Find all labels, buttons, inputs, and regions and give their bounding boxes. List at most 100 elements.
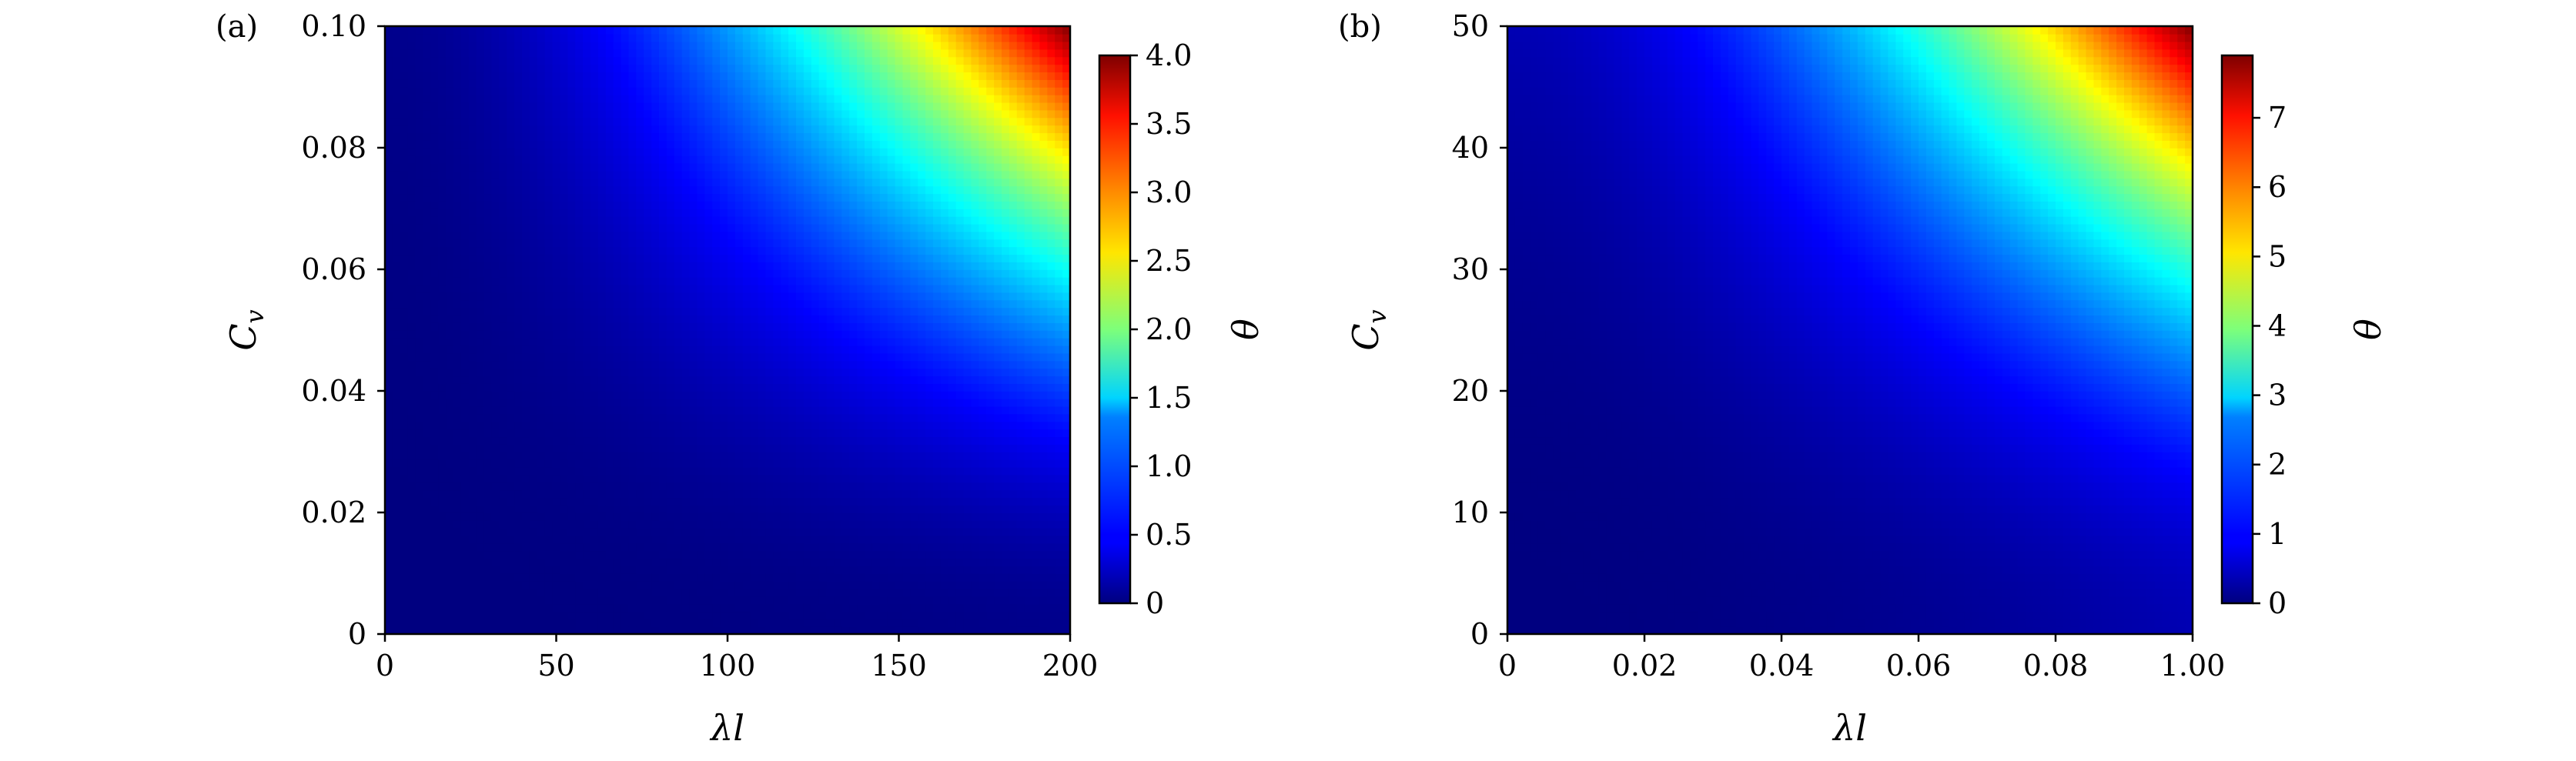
heatmap-cell [415,466,424,476]
heatmap-cell [818,345,828,354]
heatmap-cell [659,132,667,141]
heatmap-cell [400,231,409,240]
heatmap-cell [621,588,630,597]
heatmap-cell [841,148,851,156]
heatmap-cell [522,436,530,445]
heatmap-cell [400,603,409,612]
heatmap-cell [644,209,652,217]
heatmap-cell [720,466,728,476]
heatmap-cell [628,497,637,506]
heatmap-cell [728,497,736,506]
heatmap-cell [514,254,523,262]
heatmap-cell [514,436,523,445]
heatmap-cell [446,140,454,149]
heatmap-cell [544,292,554,301]
heatmap-cell [818,580,828,589]
heatmap-cell [621,505,630,513]
heatmap-cell [796,231,805,240]
heatmap-cell [818,512,828,521]
heatmap-cell [453,474,462,483]
heatmap-cell [712,375,721,384]
heatmap-cell [529,444,538,452]
heatmap-cell [415,72,424,80]
heatmap-cell [567,307,577,316]
heatmap-cell [514,26,523,35]
heatmap-cell [826,269,835,278]
heatmap-cell [583,307,591,316]
heatmap-cell [522,474,530,483]
heatmap-cell [597,178,607,187]
heatmap-cell [605,352,614,362]
heatmap-cell [857,459,865,468]
heatmap-cell [728,193,736,202]
heatmap-cell [773,193,782,202]
heatmap-cell [773,383,782,392]
heatmap-cell [781,269,789,278]
heatmap-cell [720,178,728,187]
heatmap-cell [468,542,477,552]
heatmap-cell [522,102,530,111]
heatmap-cell [636,299,645,309]
heatmap-cell [552,519,561,529]
heatmap-cell [666,307,675,316]
heatmap-cell [704,215,714,225]
heatmap-cell [491,162,500,172]
heatmap-cell [567,383,577,392]
heatmap-cell [796,185,805,195]
heatmap-cell [628,413,637,422]
heatmap-cell [468,125,477,134]
heatmap-cell [734,79,744,88]
heatmap-cell [712,352,721,362]
heatmap-cell [841,352,851,362]
heatmap-cell [415,352,424,362]
heatmap-cell [583,262,591,270]
heatmap-cell [537,254,546,262]
heatmap-cell [537,345,546,354]
heatmap-cell [720,619,728,627]
heatmap-cell [438,125,447,134]
heatmap-cell [446,527,454,536]
heatmap-cell [537,269,546,278]
heatmap-cell [560,239,569,248]
heatmap-cell [651,444,660,452]
heatmap-cell [704,588,714,597]
heatmap-cell [826,535,835,544]
heatmap-cell [537,421,546,430]
heatmap-cell [392,246,401,255]
heatmap-cell [446,429,454,438]
heatmap-cell [765,337,774,346]
heatmap-cell [544,580,554,589]
heatmap-cell [613,611,622,620]
heatmap-cell [834,580,843,589]
heatmap-cell [590,497,599,506]
heatmap-cell [674,383,683,392]
heatmap-cell [674,102,683,111]
heatmap-cell [430,140,440,149]
heatmap-cell [734,87,744,95]
heatmap-cell [575,398,584,407]
heatmap-cell [613,505,622,513]
heatmap-cell [605,79,614,88]
heatmap-cell [385,79,393,88]
heatmap-cell [507,345,515,354]
heatmap-cell [415,558,424,566]
heatmap-cell [537,482,546,491]
heatmap-cell [818,368,828,377]
heatmap-cell [659,527,667,536]
heatmap-cell [597,79,607,88]
heatmap-cell [742,474,751,483]
heatmap-cell [499,330,508,339]
heatmap-cell [507,246,515,255]
heatmap-cell [849,33,858,42]
heatmap-cell [575,619,584,627]
heatmap-cell [491,429,500,438]
heatmap-cell [841,102,851,111]
heatmap-cell [529,512,538,521]
heatmap-cell [773,519,782,529]
heatmap-cell [788,193,797,202]
heatmap-cell [811,611,820,620]
heatmap-cell [597,482,607,491]
heatmap-cell [446,148,454,156]
heatmap-cell [491,48,500,58]
heatmap-cell [522,626,530,635]
